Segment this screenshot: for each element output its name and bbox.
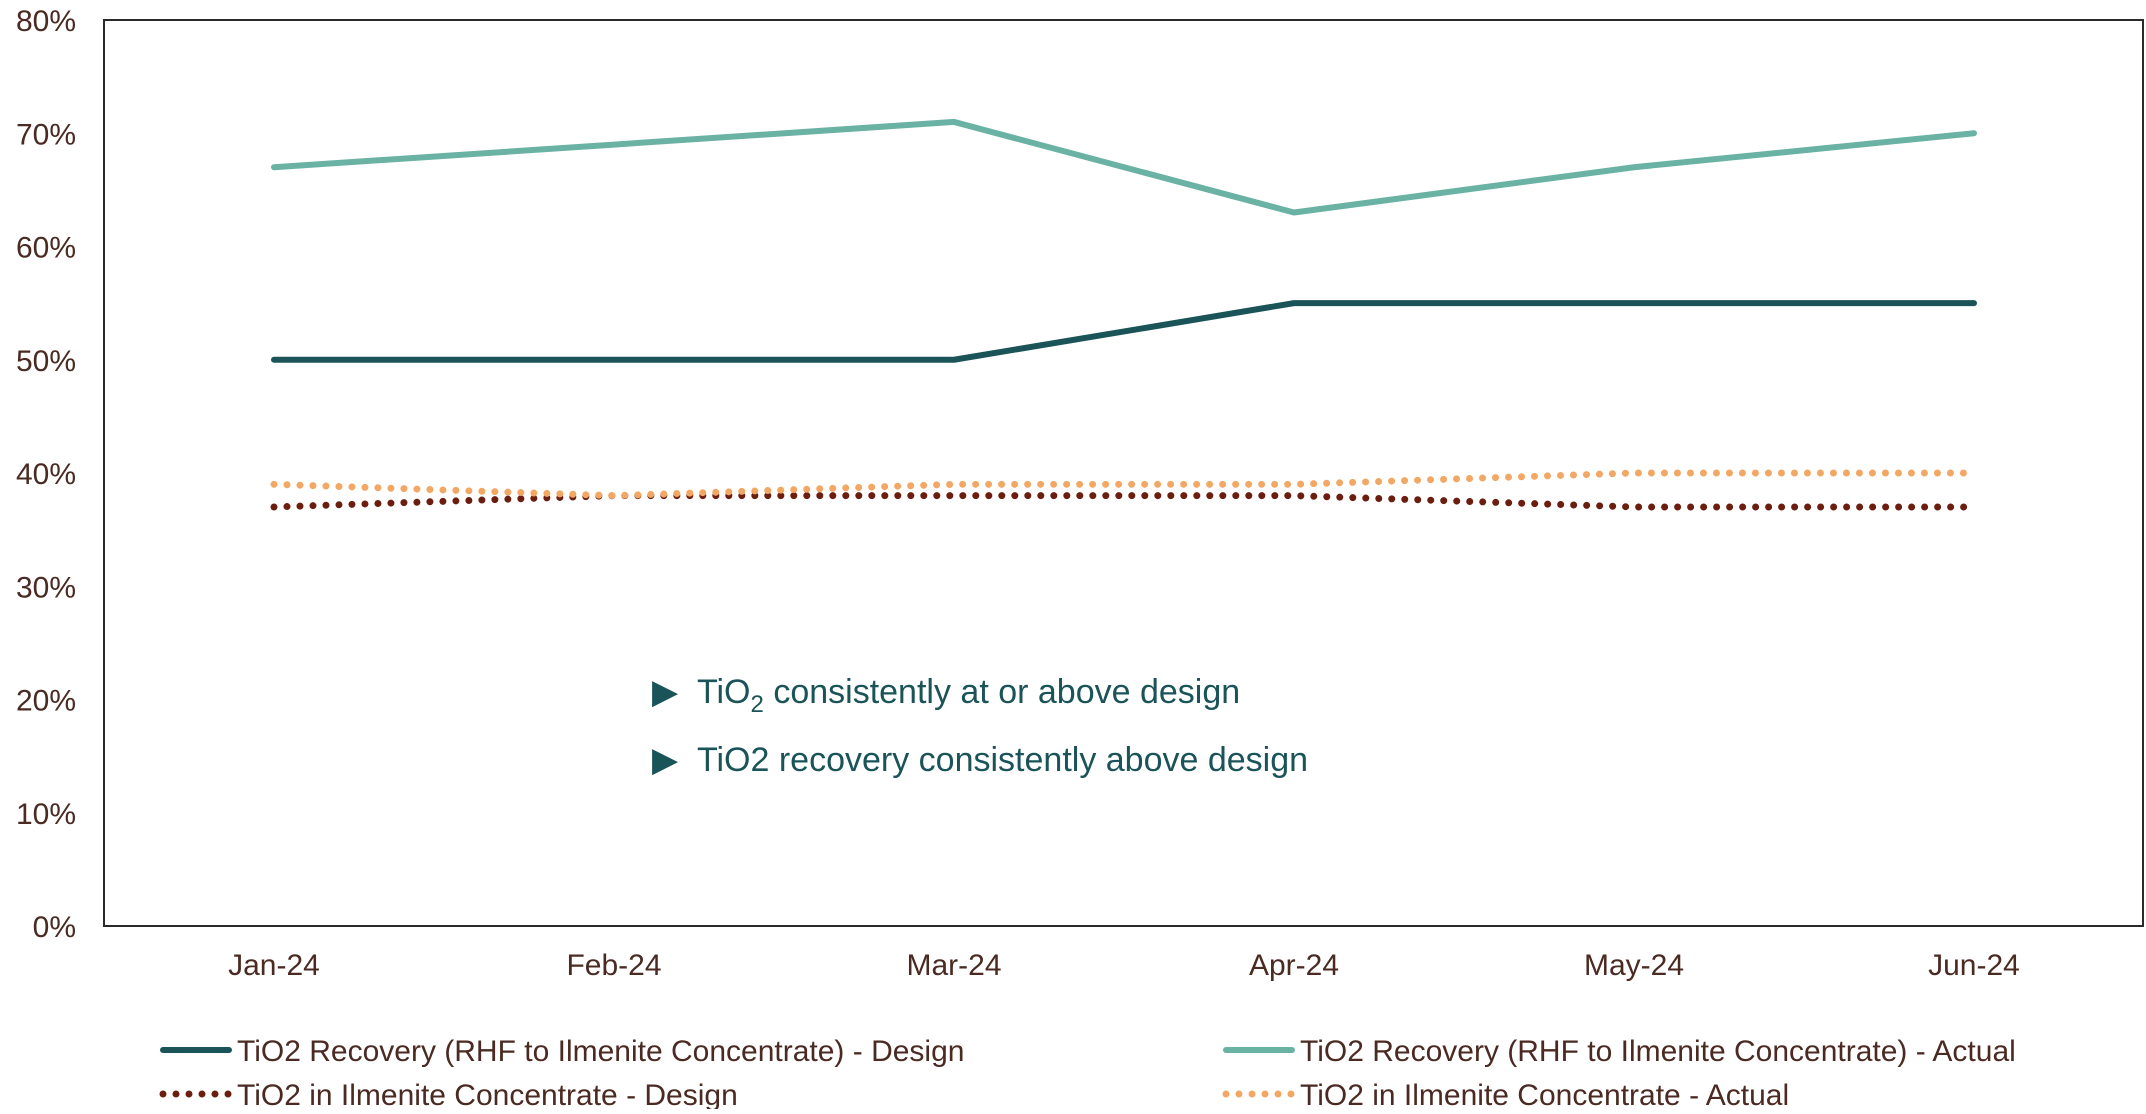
legend: TiO2 Recovery (RHF to Ilmenite Concentra…: [159, 1035, 2016, 1112]
y-tick-label: 50%: [16, 345, 76, 378]
annotation-1: ▶ TiO2 consistently at or above design: [652, 673, 1240, 718]
annotation-1-bullet: ▶: [652, 673, 679, 711]
y-tick-label: 60%: [16, 232, 76, 265]
legend-label: TiO2 in Ilmenite Concentrate - Design: [237, 1079, 738, 1109]
y-tick-label: 30%: [16, 571, 76, 604]
legend-item: TiO2 in Ilmenite Concentrate - Actual: [1222, 1079, 1789, 1112]
y-tick-label: 20%: [16, 685, 76, 718]
annotation-2-bullet: ▶: [652, 741, 679, 779]
legend-label: TiO2 Recovery (RHF to Ilmenite Concentra…: [237, 1035, 964, 1068]
annotation-box: ▶ TiO2 consistently at or above design ▶…: [652, 673, 1308, 779]
x-tick-label: May-24: [1584, 949, 1684, 982]
annotation-1-text: TiO: [697, 673, 751, 711]
y-tick-label: 10%: [16, 798, 76, 831]
series-line-4: [270, 469, 1978, 500]
annotation-2-text: TiO2 recovery consistently above design: [697, 741, 1308, 779]
y-axis: 0% 10% 20% 30% 40% 50% 60% 70% 80%: [16, 5, 76, 944]
x-tick-label: Jun-24: [1928, 949, 2020, 982]
y-tick-label: 40%: [16, 458, 76, 491]
legend-item: TiO2 Recovery (RHF to Ilmenite Concentra…: [1223, 1035, 2016, 1068]
legend-label: TiO2 in Ilmenite Concentrate - Actual: [1300, 1079, 1789, 1109]
x-tick-label: Feb-24: [566, 949, 661, 982]
series-layer: [270, 118, 1978, 511]
annotation-1-text-rest: consistently at or above design: [764, 673, 1240, 711]
x-tick-label: Apr-24: [1249, 949, 1339, 982]
plot-area: [103, 19, 2144, 927]
annotation-2: ▶ TiO2 recovery consistently above desig…: [652, 741, 1308, 779]
x-tick-label: Mar-24: [906, 949, 1001, 982]
y-tick-label: 70%: [16, 118, 76, 151]
series-line-3: [270, 492, 1978, 511]
x-axis: Jan-24 Feb-24 Mar-24 Apr-24 May-24 Jun-24: [228, 949, 2020, 982]
series-line-1: [271, 300, 1977, 363]
y-tick-label: 0%: [33, 911, 76, 944]
y-tick-label: 80%: [16, 5, 76, 38]
legend-item: TiO2 Recovery (RHF to Ilmenite Concentra…: [160, 1035, 964, 1068]
x-tick-label: Jan-24: [228, 949, 320, 982]
legend-item: TiO2 in Ilmenite Concentrate - Design: [159, 1079, 738, 1112]
series-line-2: [271, 118, 1977, 216]
legend-label: TiO2 Recovery (RHF to Ilmenite Concentra…: [1300, 1035, 2016, 1068]
annotation-1-subscript: 2: [751, 691, 764, 718]
